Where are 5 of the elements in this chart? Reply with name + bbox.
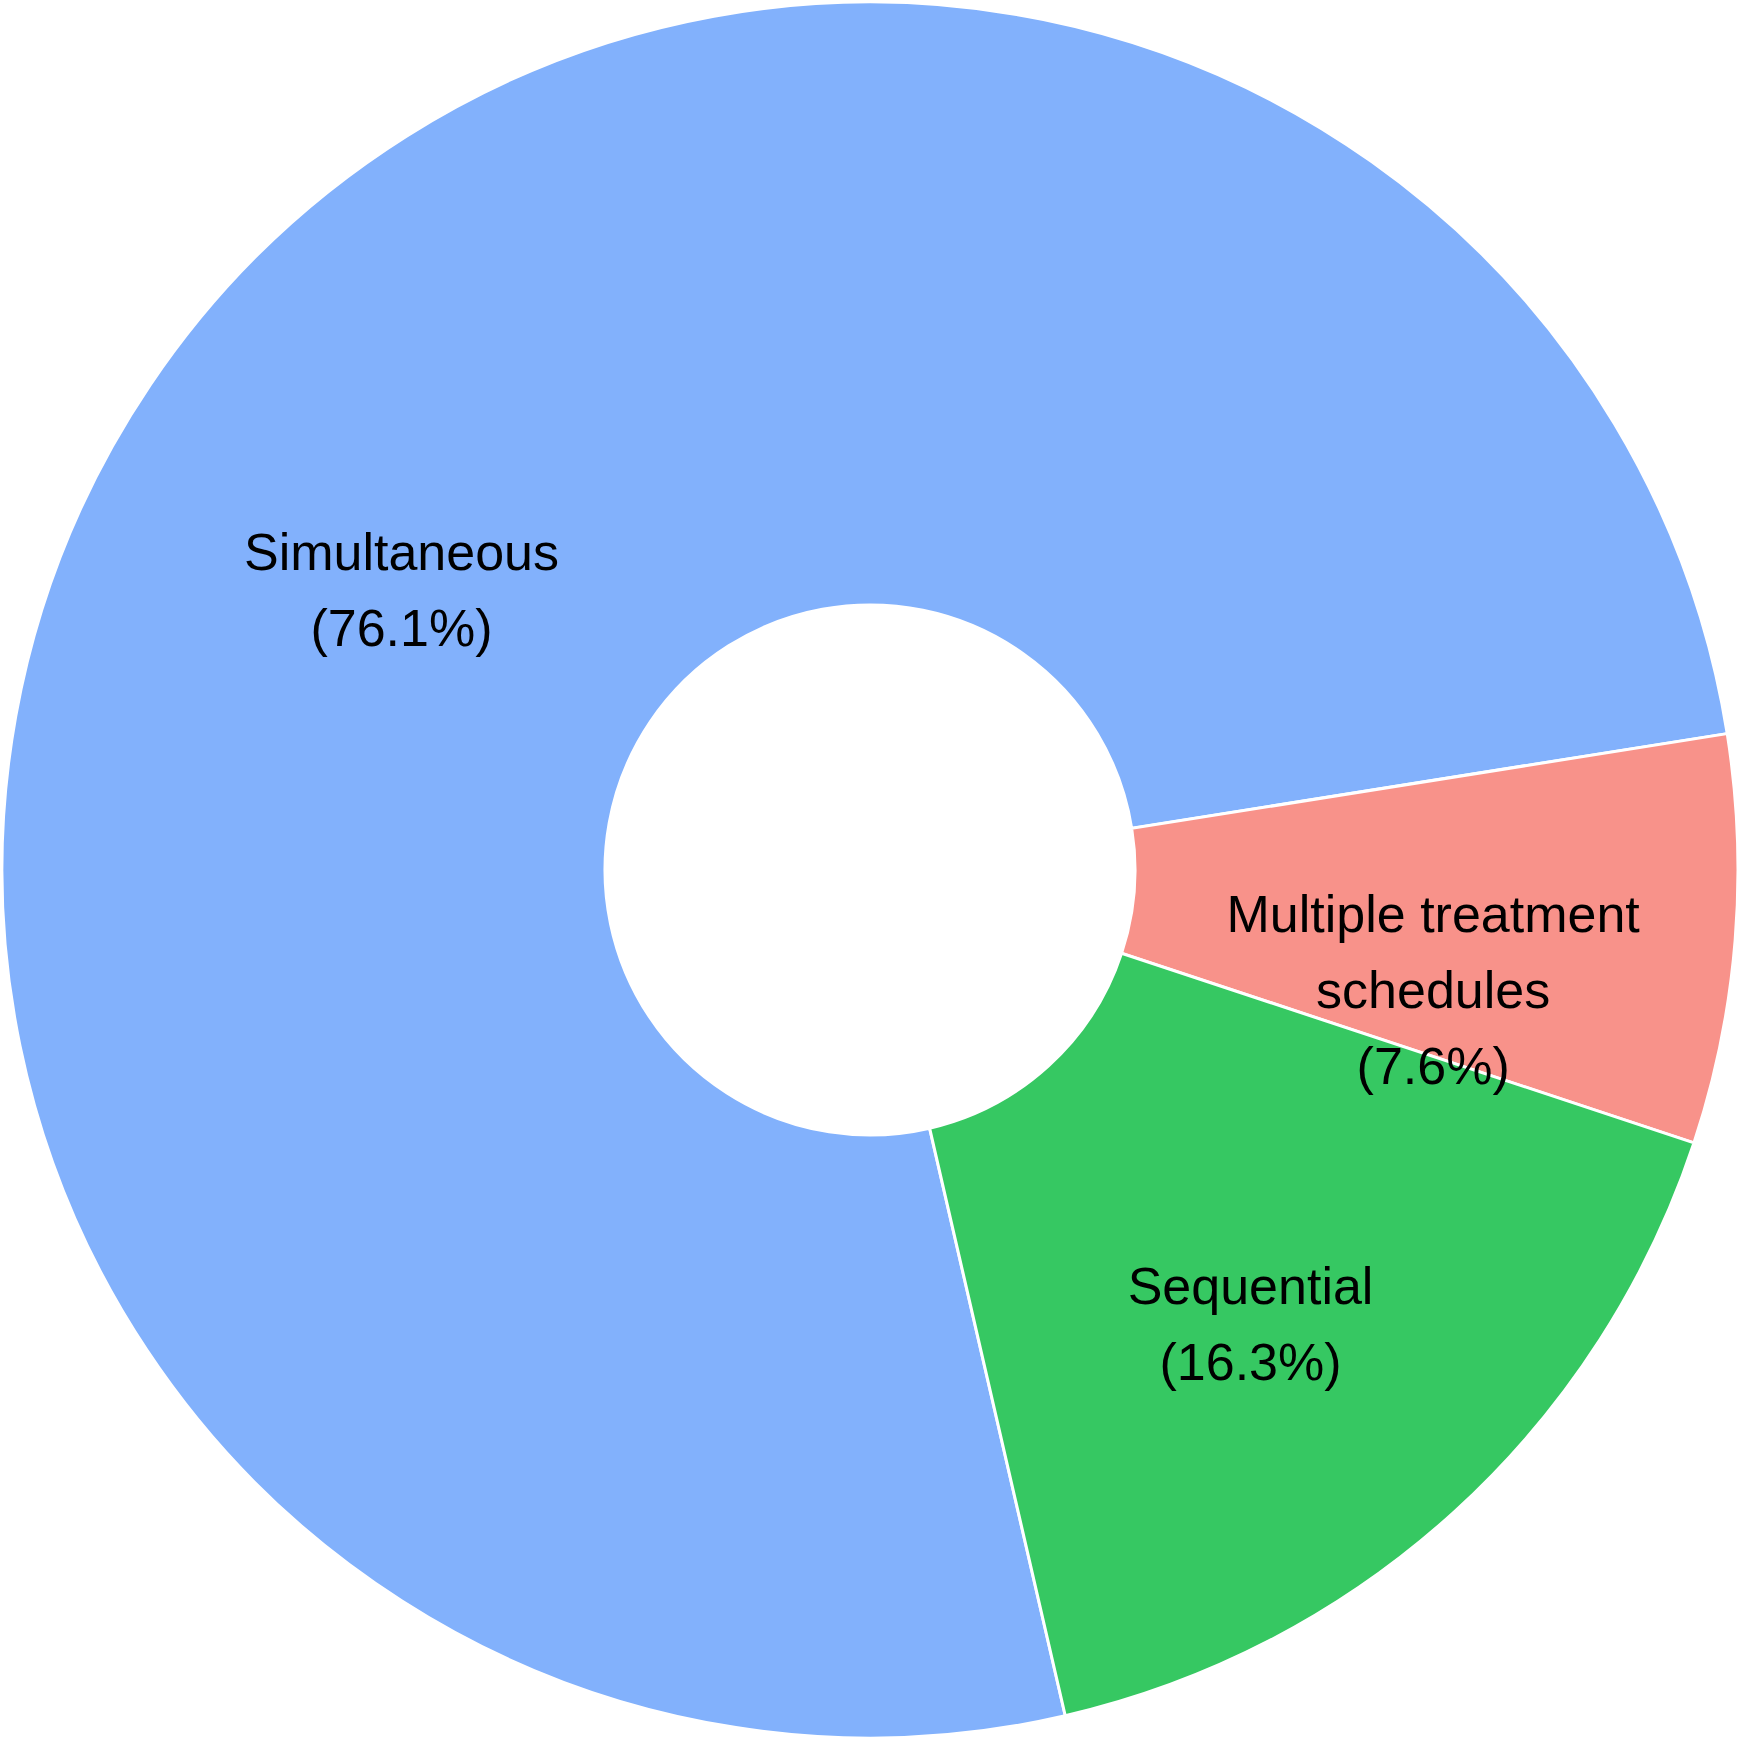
slice-label: Multiple treatment schedules xyxy=(1226,884,1641,1019)
slice-label: Simultaneous xyxy=(243,523,560,582)
data-label: (76.1%) xyxy=(310,599,493,658)
slice-label: Sequential xyxy=(1127,1256,1374,1315)
data-label: (16.3%) xyxy=(1159,1332,1342,1391)
